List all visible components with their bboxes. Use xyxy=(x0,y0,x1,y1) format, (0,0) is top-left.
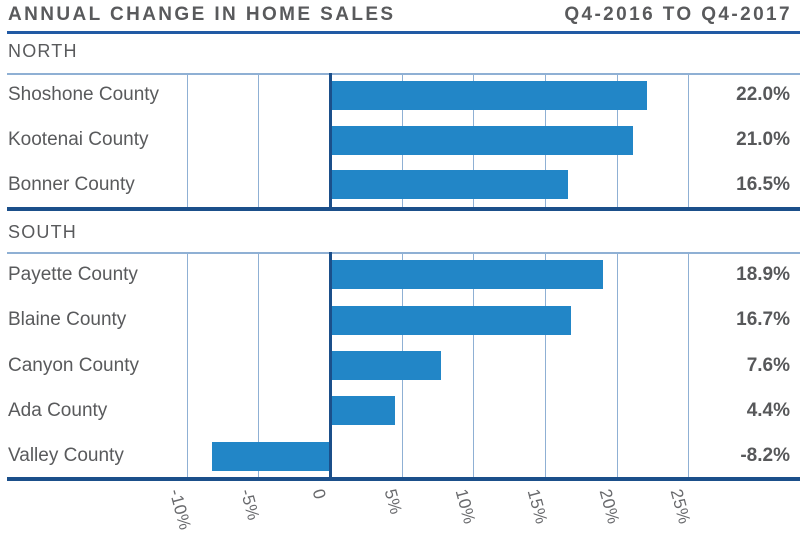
county-label: Bonner County xyxy=(8,173,135,195)
title-underline xyxy=(7,31,800,34)
section-label-north: NORTH xyxy=(8,41,78,61)
x-tick-label: 5% xyxy=(380,487,406,517)
county-label: Blaine County xyxy=(8,309,127,331)
south-chart-area: Payette County 18.9% Blaine County 16.7% Can… xyxy=(7,252,800,479)
chart-title: ANNUAL CHANGE IN HOME SALES xyxy=(8,4,396,25)
gridline-15pct xyxy=(544,252,546,479)
x-tick-label: 15% xyxy=(523,487,552,527)
value-label: 22.0% xyxy=(736,84,790,106)
bar-blaine-county xyxy=(332,305,572,335)
gridline-25pct xyxy=(688,252,690,479)
bar-valley-county xyxy=(211,441,329,471)
gridline--5pct xyxy=(258,73,260,207)
x-tick-label: 25% xyxy=(666,487,695,527)
x-axis-tick-labels: -10% -5% 0 5% 10% 15% 20% 25% xyxy=(0,487,800,539)
value-label: 7.6% xyxy=(746,354,790,376)
gridline-10pct xyxy=(473,252,475,479)
value-label: 18.9% xyxy=(736,263,790,285)
bar-canyon-county xyxy=(332,351,441,380)
gridline-20pct xyxy=(616,252,618,479)
county-label: Ada County xyxy=(8,399,108,421)
gridline-25pct xyxy=(688,73,690,207)
bar-shoshone-county xyxy=(332,80,648,110)
x-tick-label: 0 xyxy=(308,487,330,502)
x-tick-label: 20% xyxy=(595,487,623,527)
south-bottom-rule xyxy=(7,477,800,481)
north-bottom-rule xyxy=(7,207,800,211)
x-tick-label: -10% xyxy=(165,487,195,533)
zero-axis xyxy=(329,252,332,479)
county-label: Shoshone County xyxy=(8,84,160,106)
zero-axis xyxy=(329,73,332,207)
county-label: Canyon County xyxy=(8,354,139,376)
north-area-topline xyxy=(7,73,800,75)
value-label: 21.0% xyxy=(736,129,790,150)
county-label: Kootenai County xyxy=(8,129,149,150)
value-label: 16.5% xyxy=(736,173,790,195)
county-label: Valley County xyxy=(8,445,124,467)
south-area-topline xyxy=(7,252,800,254)
value-label: 16.7% xyxy=(736,309,790,331)
county-label: Payette County xyxy=(8,263,138,285)
gridline--5pct xyxy=(258,252,260,479)
x-tick-label: -5% xyxy=(237,487,264,523)
bar-ada-county xyxy=(332,396,396,426)
gridline--10pct xyxy=(186,73,188,207)
value-label: -8.2% xyxy=(740,445,790,467)
north-chart-area: Shoshone County 22.0% Kootenai County 21.0%… xyxy=(7,73,800,207)
bar-kootenai-county xyxy=(332,125,633,155)
section-label-south: SOUTH xyxy=(8,222,77,242)
chart-subtitle-period: Q4-2016 TO Q4-2017 xyxy=(564,4,792,25)
bar-bonner-county xyxy=(332,170,569,200)
bar-payette-county xyxy=(332,260,603,290)
value-label: 4.4% xyxy=(746,399,790,421)
x-tick-label: 10% xyxy=(451,487,480,527)
gridline--10pct xyxy=(186,252,188,479)
